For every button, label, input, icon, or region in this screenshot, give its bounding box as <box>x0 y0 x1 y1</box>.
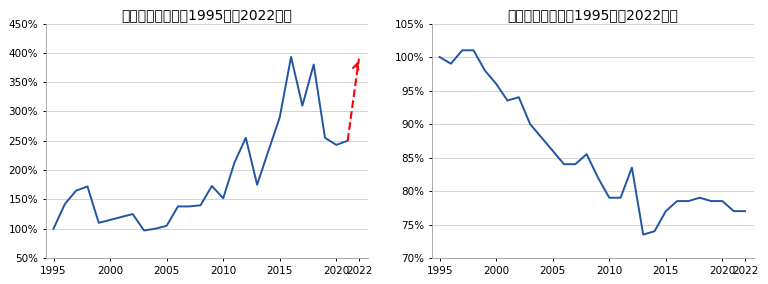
Title: 中国産緑豆価格（1995年～2022年）: 中国産緑豆価格（1995年～2022年） <box>121 8 293 22</box>
Title: もやし小売価格（1995年～2022年）: もやし小売価格（1995年～2022年） <box>508 8 678 22</box>
